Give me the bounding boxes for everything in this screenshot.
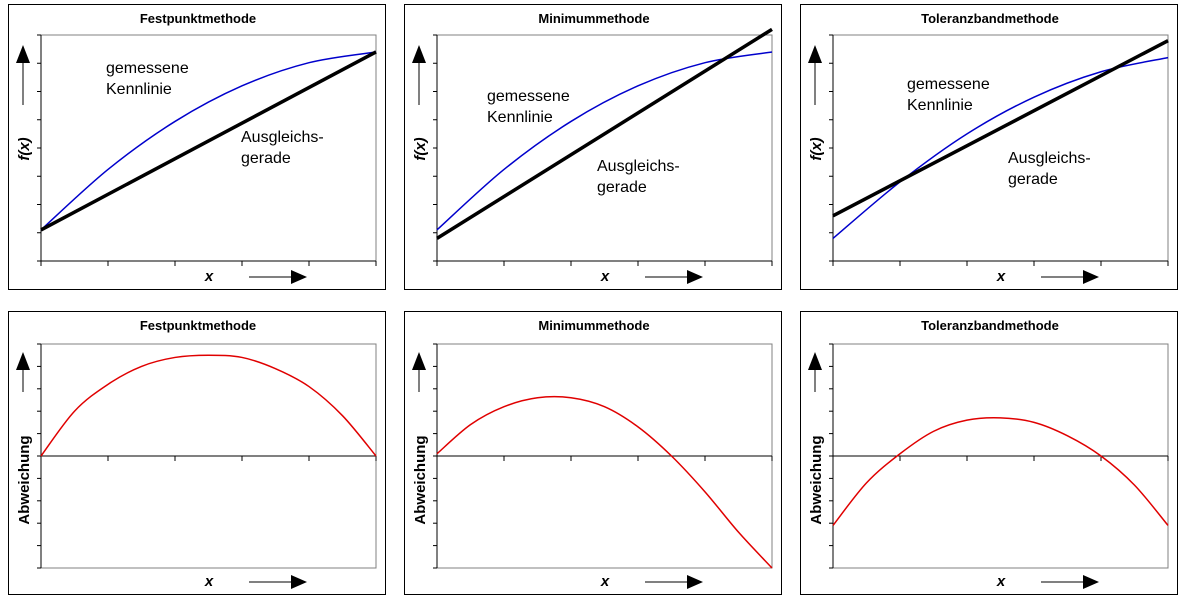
deviation-curve	[436, 395, 773, 569]
x-arrow-head	[1083, 575, 1099, 589]
chart-panel: Festpunktmethode x Abweichung	[8, 311, 386, 595]
plot-area	[832, 34, 1169, 262]
regression-line	[40, 50, 377, 232]
regression-line	[436, 27, 773, 240]
x-axis-label: x	[600, 268, 610, 285]
y-arrow-head	[16, 45, 30, 63]
x-axis-label: x	[204, 268, 214, 285]
y-arrow-head	[808, 352, 822, 370]
chart-svg: Minimummethode gemessene Kennlinie Ausgleic…	[412, 11, 773, 285]
annotation-text: gemessene	[907, 76, 990, 93]
chart-panel: Toleranzbandmethode gemessene Kennlinie Aus…	[800, 4, 1178, 290]
annotation-text: Ausgleichs-	[241, 129, 324, 146]
chart-panel: Festpunktmethode gemessene Kennlinie Ausgle…	[8, 4, 386, 290]
chart-title: Festpunktmethode	[140, 11, 256, 26]
plot-area	[40, 34, 377, 262]
chart-svg: Toleranzbandmethode x Abweichung	[808, 318, 1169, 590]
chart-title: Toleranzbandmethode	[921, 318, 1059, 333]
y-axis-label: f(x)	[808, 137, 825, 160]
y-axis-label: Abweichung	[16, 435, 33, 524]
annotation-text: Kennlinie	[106, 81, 172, 98]
chart-title: Toleranzbandmethode	[921, 11, 1059, 26]
chart-panel: Minimummethode x Abweichung	[404, 311, 782, 595]
chart-panel: Minimummethode gemessene Kennlinie Ausgleic…	[404, 4, 782, 290]
y-axis-label: Abweichung	[808, 435, 825, 524]
annotation-text: Ausgleichs-	[597, 158, 680, 175]
annotation-text: gemessene	[487, 88, 570, 105]
annotation-text: Ausgleichs-	[1008, 150, 1091, 167]
chart-panel: Toleranzbandmethode x Abweichung	[800, 311, 1178, 595]
deviation-curve	[40, 354, 377, 457]
annotation-text: Kennlinie	[487, 109, 553, 126]
chart-title: Minimummethode	[538, 11, 649, 26]
x-arrow-head	[291, 575, 307, 589]
x-axis-label: x	[996, 268, 1006, 285]
annotation-text: gerade	[241, 150, 291, 167]
measured-curve	[832, 56, 1169, 239]
annotation-text: gemessene	[106, 60, 189, 77]
regression-line	[832, 39, 1169, 218]
measured-curve	[40, 51, 377, 231]
measured-curve	[436, 51, 773, 231]
y-axis-label: Abweichung	[412, 435, 429, 524]
y-arrow-head	[16, 352, 30, 370]
chart-svg: Toleranzbandmethode gemessene Kennlinie Aus…	[808, 11, 1169, 285]
chart-svg: Minimummethode x Abweichung	[412, 318, 773, 590]
y-arrow-head	[808, 45, 822, 63]
plot-area	[436, 34, 773, 262]
y-arrow-head	[412, 352, 426, 370]
x-arrow-head	[1083, 270, 1099, 284]
x-arrow-head	[687, 270, 703, 284]
deviation-curve	[832, 417, 1169, 526]
chart-title: Festpunktmethode	[140, 318, 256, 333]
chart-title: Minimummethode	[538, 318, 649, 333]
x-axis-label: x	[600, 573, 610, 590]
x-axis-label: x	[996, 573, 1006, 590]
x-axis-label: x	[204, 573, 214, 590]
x-arrow-head	[687, 575, 703, 589]
y-axis-label: f(x)	[16, 137, 33, 160]
chart-svg: Festpunktmethode x Abweichung	[16, 318, 377, 590]
y-axis-label: f(x)	[412, 137, 429, 160]
chart-svg: Festpunktmethode gemessene Kennlinie Ausgle…	[16, 11, 377, 285]
y-arrow-head	[412, 45, 426, 63]
x-arrow-head	[291, 270, 307, 284]
annotation-text: gerade	[1008, 171, 1058, 188]
annotation-text: gerade	[597, 179, 647, 196]
annotation-text: Kennlinie	[907, 97, 973, 114]
